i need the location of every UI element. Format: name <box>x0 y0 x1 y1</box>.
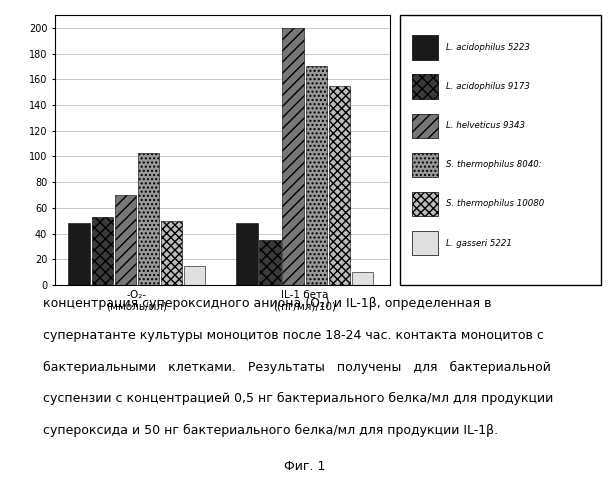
Text: L. acidophilus 9173: L. acidophilus 9173 <box>446 82 529 91</box>
Text: S. thermophilus 8040:: S. thermophilus 8040: <box>446 160 542 170</box>
Text: супернатанте культуры моноцитов после 18-24 час. контакта моноцитов с: супернатанте культуры моноцитов после 18… <box>43 329 544 342</box>
Text: L. gasseri 5221: L. gasseri 5221 <box>446 238 512 248</box>
Text: Фиг. 1: Фиг. 1 <box>284 460 326 473</box>
Bar <box>306 66 327 285</box>
Bar <box>259 240 281 285</box>
Bar <box>184 266 206 285</box>
FancyBboxPatch shape <box>412 74 438 98</box>
Bar <box>68 224 90 285</box>
Bar <box>138 152 159 285</box>
Text: S. thermophilus 10080: S. thermophilus 10080 <box>446 200 544 208</box>
FancyBboxPatch shape <box>412 231 438 256</box>
Text: концентрация супероксидного аниона (O₂) и IL-1β, определенная в: концентрация супероксидного аниона (O₂) … <box>43 298 491 310</box>
Text: суспензии с концентрацией 0,5 нг бактериального белка/мл для продукции: суспензии с концентрацией 0,5 нг бактери… <box>43 392 553 405</box>
Bar <box>92 217 113 285</box>
FancyBboxPatch shape <box>412 35 438 59</box>
Bar <box>236 224 257 285</box>
Text: супероксида и 50 нг бактериального белка/мл для продукции IL-1β.: супероксида и 50 нг бактериального белка… <box>43 424 498 436</box>
Bar <box>329 86 350 285</box>
Bar <box>352 272 373 285</box>
Text: бактериальными   клетками.   Результаты   получены   для   бактериальной: бактериальными клетками. Результаты полу… <box>43 360 551 374</box>
FancyBboxPatch shape <box>412 114 438 138</box>
Bar <box>282 28 304 285</box>
Text: L. acidophilus 5223: L. acidophilus 5223 <box>446 43 529 52</box>
FancyBboxPatch shape <box>412 152 438 177</box>
Text: L. helveticus 9343: L. helveticus 9343 <box>446 121 525 130</box>
FancyBboxPatch shape <box>412 192 438 216</box>
Bar <box>161 220 182 285</box>
Bar <box>115 195 136 285</box>
